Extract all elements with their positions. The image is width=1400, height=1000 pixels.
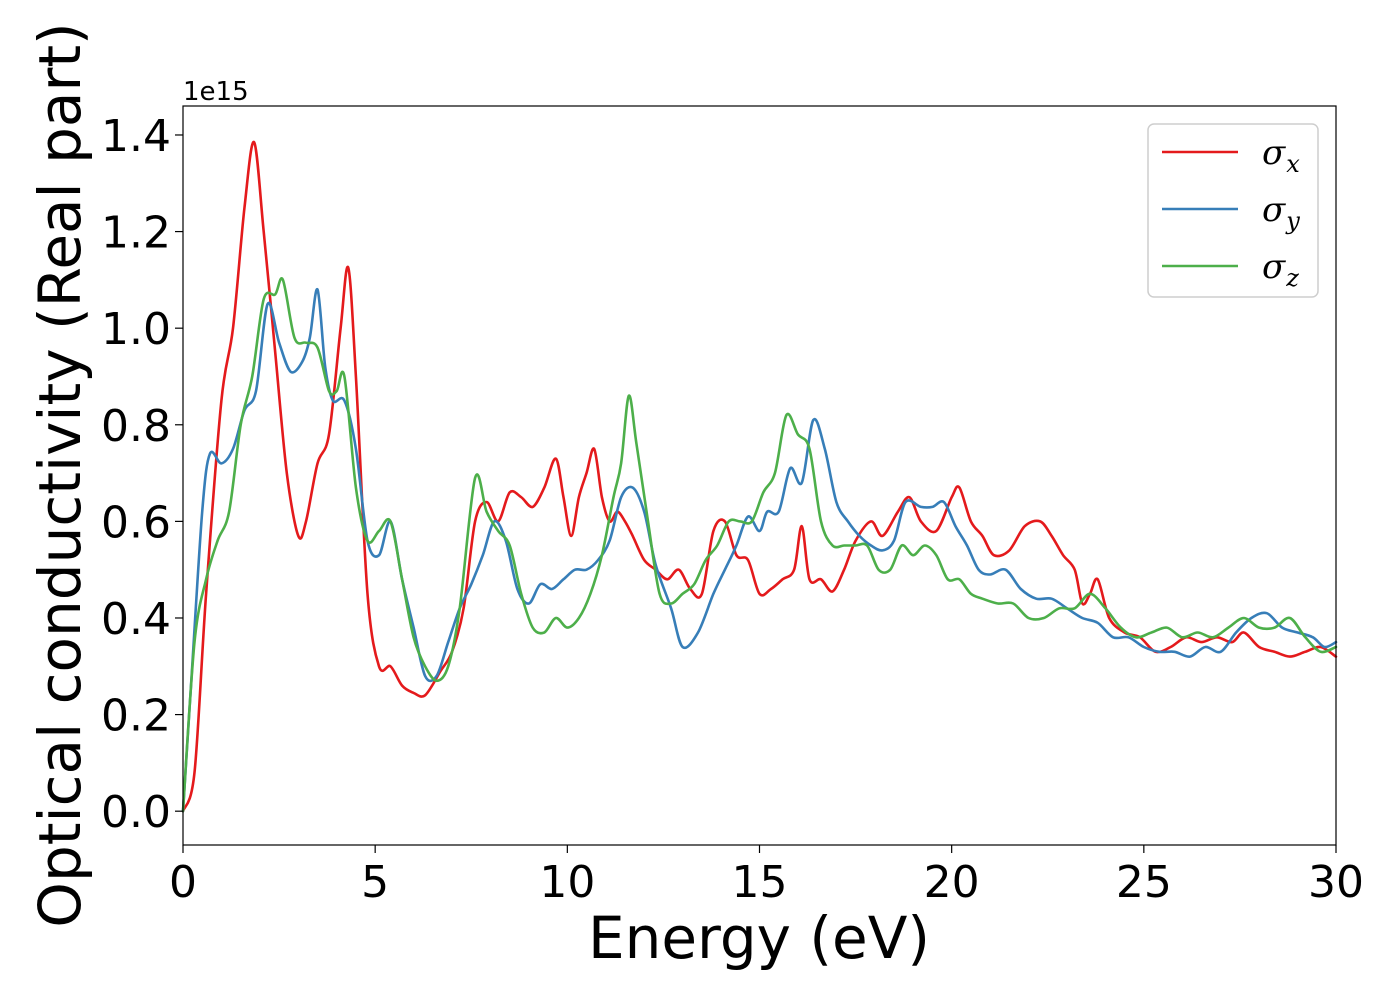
- x-tick-label: 0: [169, 857, 197, 908]
- legend-box: [1147, 123, 1319, 298]
- x-tick-label: 5: [361, 857, 389, 908]
- y-tick-label: 1.0: [101, 304, 171, 355]
- x-axis-label: Energy (eV): [588, 904, 930, 972]
- y-tick-label: 0.4: [101, 594, 171, 645]
- x-tick-label: 30: [1308, 857, 1364, 908]
- series-line-z: [181, 277, 1338, 813]
- x-tick-label: 15: [732, 857, 788, 908]
- x-axis-ticks: 0 5 10 15 20 25 30: [169, 845, 1364, 908]
- y-tick-label: 0.0: [101, 787, 171, 838]
- y-tick-label: 1.2: [101, 208, 171, 259]
- y-axis-label: Optical conductivity (Real part): [26, 22, 94, 927]
- series-line-x: [181, 140, 1338, 813]
- y-axis-ticks: 0.0 0.2 0.4 0.6 0.8 1.0 1.2 1.4: [101, 111, 183, 838]
- y-tick-label: 1.4: [101, 111, 171, 162]
- x-tick-label: 25: [1116, 857, 1172, 908]
- y-tick-label: 0.8: [101, 401, 171, 452]
- series-layer: [181, 140, 1338, 813]
- y-offset-label: 1e15: [183, 77, 249, 107]
- y-tick-label: 0.6: [101, 497, 171, 548]
- y-tick-label: 0.2: [101, 691, 171, 742]
- x-tick-label: 10: [539, 857, 595, 908]
- x-tick-label: 20: [924, 857, 980, 908]
